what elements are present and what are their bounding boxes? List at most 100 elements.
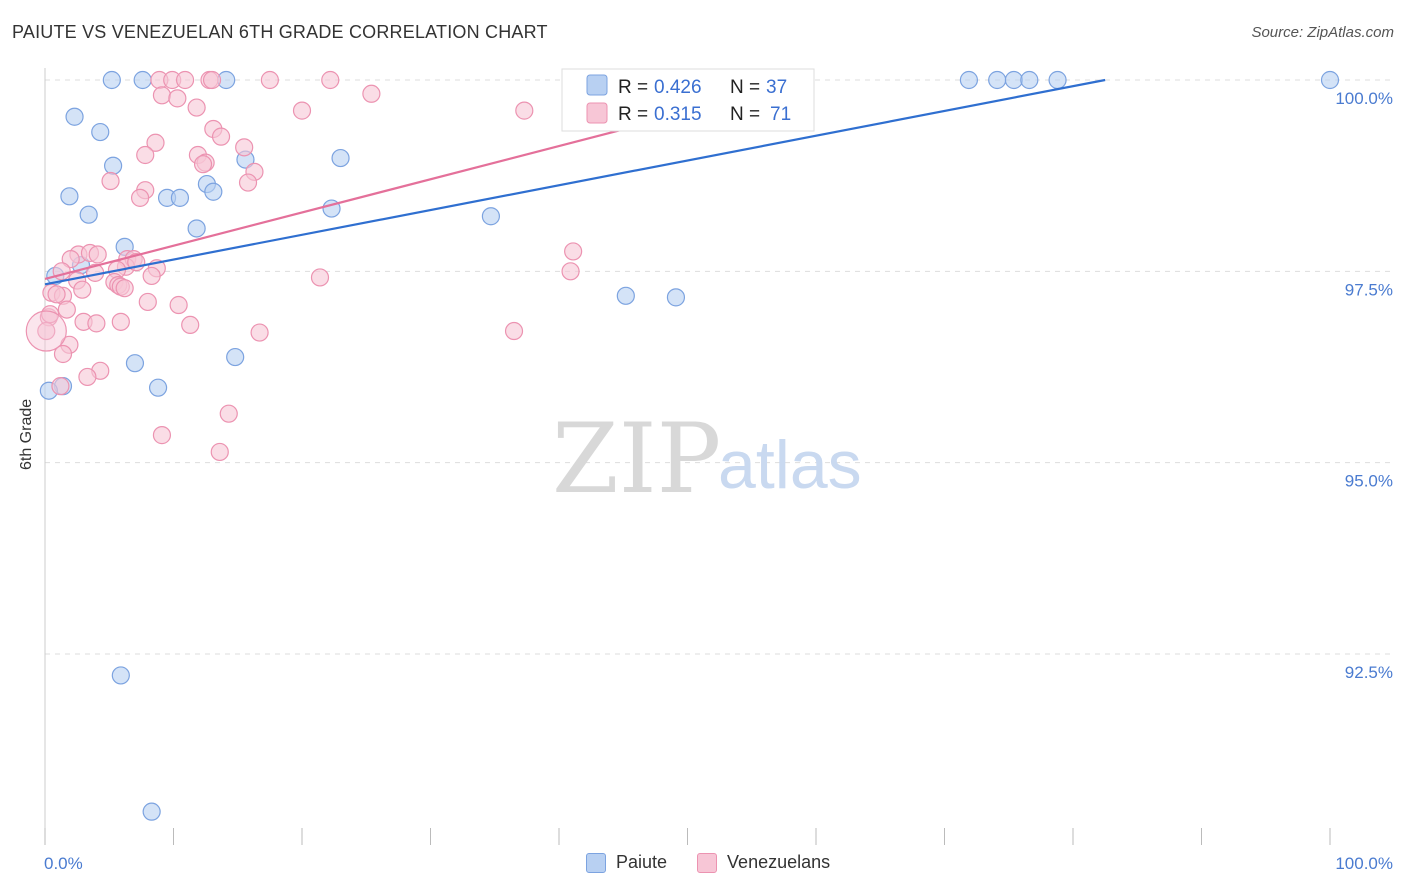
venezuelan-point [260, 70, 279, 90]
paiute-point [170, 188, 190, 207]
paiute-point [133, 70, 152, 90]
legend-n-label-paiute: N = [730, 77, 760, 98]
series-label-paiute: Paiute [616, 852, 668, 872]
legend-n-value-paiute: 37 [766, 77, 787, 98]
y-tick-label: 100.0% [1335, 89, 1393, 108]
venezuelan-point [37, 321, 56, 341]
paiute-point [666, 288, 686, 307]
y-tick-label: 97.5% [1345, 280, 1393, 299]
paiute-point [102, 70, 121, 90]
venezuelan-point [187, 98, 206, 117]
paiute-point [60, 187, 79, 206]
paiute-point [79, 205, 98, 224]
venezuelan-point [504, 321, 524, 341]
watermark-atlas: atlas [718, 427, 862, 503]
legend-n-label-venezuelans: N = [730, 104, 760, 125]
venezuelan-point [78, 367, 97, 387]
venezuelan-point [202, 70, 222, 90]
y-tick-label: 95.0% [1345, 472, 1393, 491]
trend-layer [44, 78, 1106, 286]
venezuelan-point [362, 84, 381, 103]
venezuelan-point [47, 285, 66, 304]
paiute-point [204, 182, 223, 201]
series-swatch-venezuelans [697, 852, 718, 873]
venezuelan-point [292, 101, 312, 120]
venezuelan-point [115, 279, 134, 298]
venezuelan-point [250, 323, 269, 342]
points-layer [25, 70, 1340, 821]
x-tick-label: 0.0% [44, 854, 83, 873]
venezuelan-point [168, 89, 187, 108]
venezuelan-point [130, 188, 150, 207]
legend-r-value-paiute: 0.426 [654, 77, 702, 98]
venezuelan-point [88, 245, 107, 264]
legend-r-value-venezuelans: 0.315 [654, 104, 702, 125]
venezuelan-point [142, 266, 161, 286]
paiute-point [91, 122, 110, 142]
venezuelan-point [51, 377, 70, 396]
venezuelan-point [57, 300, 76, 319]
watermark: ZIP atlas [552, 403, 862, 515]
watermark-zip: ZIP [552, 403, 721, 515]
series-legend-venezuelans: Venezuelans [697, 852, 830, 873]
venezuelan-point [146, 133, 165, 152]
legend-swatch-venezuelans [586, 102, 608, 124]
paiute-point [1004, 70, 1023, 90]
series-legend: Paiute Venezuelans [586, 852, 860, 873]
paiute-point [481, 207, 500, 226]
paiute-trendline [44, 78, 1106, 286]
legend-n-value-venezuelans: 71 [770, 104, 791, 125]
venezuelan-point [310, 268, 330, 287]
venezuelan-point [101, 171, 120, 191]
venezuelan-point [87, 314, 106, 333]
paiute-point [142, 802, 161, 821]
venezuelan-trendline [44, 113, 682, 281]
venezuelan-point [61, 249, 80, 269]
venezuelan-point [152, 86, 172, 105]
venezuelan-point [136, 145, 155, 165]
series-legend-paiute: Paiute [586, 852, 667, 873]
paiute-point [331, 148, 350, 168]
venezuelan-point [25, 310, 67, 352]
venezuelan-point [152, 426, 172, 445]
venezuelan-point [219, 404, 238, 423]
series-label-venezuelans: Venezuelans [727, 852, 831, 872]
venezuelan-point [564, 242, 583, 261]
venezuelan-point [138, 292, 157, 312]
venezuelan-point [73, 280, 92, 299]
venezuelan-point [515, 101, 534, 120]
paiute-point [1320, 70, 1340, 90]
venezuelan-point [175, 70, 195, 90]
venezuelan-point [210, 442, 229, 462]
paiute-point [187, 219, 206, 238]
paiute-point [125, 354, 145, 373]
source-label: Source: ZipAtlas.com [1251, 24, 1394, 41]
paiute-point [226, 347, 245, 367]
chart-title: PAIUTE VS VENEZUELAN 6TH GRADE CORRELATI… [12, 22, 548, 42]
venezuelan-point [111, 312, 130, 331]
series-swatch-paiute [586, 852, 606, 873]
venezuelan-point [238, 173, 258, 192]
paiute-point [104, 156, 123, 175]
paiute-point [1048, 70, 1067, 90]
stats-legend: R = 0.426 N = 37 R = 0.315 N = 71 [561, 68, 815, 132]
venezuelan-point [169, 295, 188, 315]
y-tick-label: 92.5% [1345, 663, 1393, 682]
legend-r-label-venezuelans: R = [618, 104, 648, 125]
paiute-point [959, 70, 979, 90]
legend-swatch-paiute [586, 74, 608, 96]
paiute-point [616, 286, 635, 305]
venezuelan-point [53, 344, 73, 364]
venezuelan-point [321, 70, 340, 90]
paiute-point [988, 70, 1007, 90]
x-tick-label: 100.0% [1335, 854, 1393, 873]
venezuelan-point [41, 305, 60, 324]
legend-r-label-paiute: R = [618, 77, 648, 98]
paiute-point [65, 107, 84, 126]
paiute-point [1020, 70, 1039, 90]
venezuelan-point [181, 315, 200, 335]
venezuelan-point [235, 138, 254, 157]
venezuelan-point [561, 262, 580, 281]
paiute-point [111, 666, 130, 685]
